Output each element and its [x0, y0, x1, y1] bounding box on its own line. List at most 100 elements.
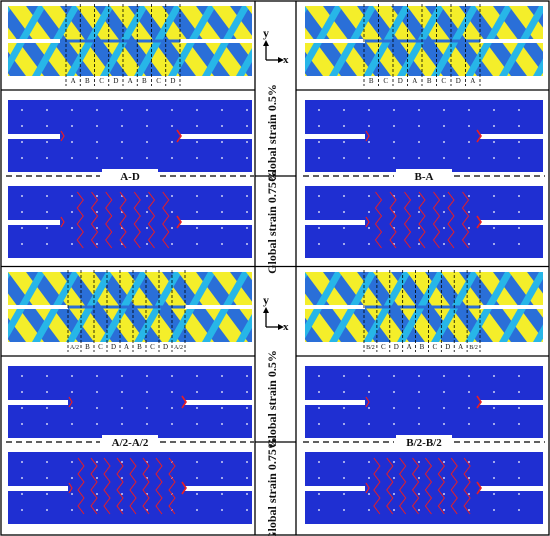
notch-left [8, 134, 60, 139]
notch-left [305, 486, 365, 491]
zone-label: B [142, 77, 147, 85]
zone-label: B/2 [366, 345, 375, 351]
zone-label: A/2 [70, 345, 79, 351]
crack-mark [432, 191, 441, 249]
zone-label: A [407, 343, 412, 351]
fe-panel-low-strain [8, 366, 252, 438]
crack-mark [142, 457, 150, 515]
crack-mark [60, 216, 65, 228]
weave-panel [8, 6, 252, 76]
weave-microstructures [8, 6, 543, 342]
crack-mark [181, 481, 187, 495]
strain-label-high: Global strain 0.75% [265, 437, 279, 536]
crack-mark [411, 457, 420, 515]
fe-panel-high-strain [8, 452, 252, 524]
fe-panel-high-strain [8, 186, 252, 258]
notch-left [8, 39, 60, 43]
zone-label: D [170, 77, 175, 85]
zone-label: B [427, 77, 432, 85]
zone-label: D [163, 343, 168, 351]
panel-title: B-A [415, 171, 434, 183]
notch-right [180, 134, 252, 139]
crack-mark [476, 215, 482, 229]
notch-right [480, 486, 543, 491]
notch-left [305, 134, 365, 139]
weave-tow-yellow [8, 73, 10, 76]
axis-x-label: x [283, 321, 289, 333]
crack-mark [176, 129, 182, 143]
weave-tow-cyan [236, 314, 252, 342]
weave-tow-yellow [305, 293, 341, 342]
zone-label: B [85, 77, 90, 85]
crack-mark [119, 191, 127, 249]
zone-label: C [99, 77, 104, 85]
crack-mark [76, 191, 84, 249]
crack-mark [365, 216, 370, 228]
crack-mark [463, 457, 471, 515]
notch-left [8, 305, 68, 309]
notch-right [480, 400, 543, 405]
crack-mark [365, 482, 370, 494]
zone-label: C [383, 77, 388, 85]
notch-right [480, 39, 543, 43]
zone-label: B [369, 77, 374, 85]
notch-left [305, 400, 365, 405]
weave-tow-yellow [246, 6, 252, 15]
zone-label: D [456, 77, 461, 85]
crack-mark [77, 457, 85, 515]
crack-mark [365, 130, 370, 142]
zone-labels: A B C D A B C D B C D A B C D AA/2 B C D A B C D A/2 B/2 C D A B C D A B… [65, 4, 481, 352]
fe-panel-high-strain [305, 452, 543, 524]
crack-mark [418, 191, 426, 249]
panel-title: B/2-B/2 [406, 437, 442, 449]
weave-tow-cyan [533, 324, 543, 342]
crack-mark [399, 457, 407, 515]
crack-mark [447, 191, 455, 249]
panel-title: A/2-A/2 [112, 437, 149, 449]
notch-left [8, 220, 60, 225]
panel-title: A-D [120, 171, 140, 183]
zone-label: D [445, 343, 450, 351]
zone-label: B/2 [469, 345, 478, 351]
crack-mark [437, 457, 445, 515]
notch-right [180, 220, 252, 225]
zone-label: C [156, 77, 161, 85]
zone-label: C [381, 343, 386, 351]
zone-label: C [433, 343, 438, 351]
crack-mark [155, 457, 163, 515]
zone-label: D [398, 77, 403, 85]
crack-mark [60, 130, 65, 142]
zone-label: C [98, 343, 103, 351]
fe-panel-low-strain [305, 100, 543, 172]
weave-tow-yellow [305, 339, 307, 342]
zone-label: D [111, 343, 116, 351]
zone-label: D [113, 77, 118, 85]
crack-mark [116, 457, 124, 515]
crack-mark [374, 191, 383, 249]
axis-glyph-bottom: y x [263, 293, 289, 333]
zone-label: A/2 [174, 345, 183, 351]
zone-label: C [441, 77, 446, 85]
notch-right [480, 134, 543, 139]
zone-label: A [458, 343, 463, 351]
weave-tow-cyan [533, 58, 543, 76]
zone-label: D [394, 343, 399, 351]
crack-mark [476, 481, 482, 495]
weave-tow-yellow [8, 293, 44, 342]
crack-mark [461, 191, 470, 249]
zone-label: C [150, 343, 155, 351]
zone-label: B [137, 343, 142, 351]
zone-label: A [71, 77, 76, 85]
crack-mark [450, 457, 458, 515]
crack-mark [365, 396, 370, 408]
fe-panel-low-strain [8, 100, 252, 172]
notch-right [185, 305, 252, 309]
crack-mark [129, 457, 137, 515]
fe-panel-low-strain [305, 366, 543, 438]
crack-mark [147, 191, 156, 249]
notch-right [185, 486, 252, 491]
crack-mark [68, 396, 73, 408]
weave-panel [305, 6, 543, 76]
notch-right [185, 400, 252, 405]
